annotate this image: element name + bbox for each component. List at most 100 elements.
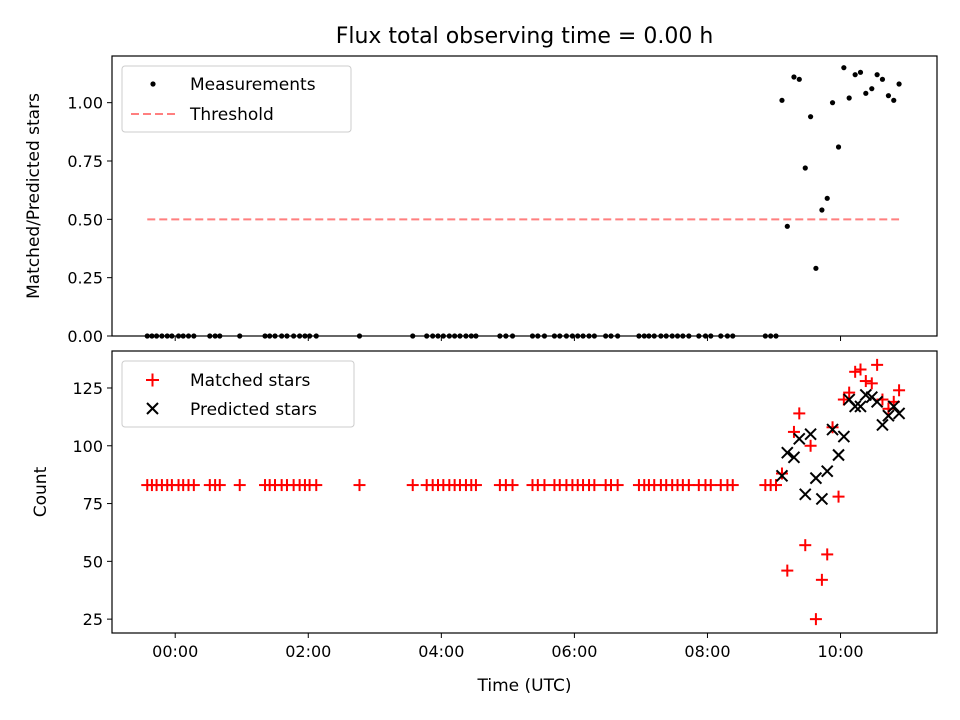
matched-star-point <box>893 384 906 397</box>
measurement-point <box>829 100 836 106</box>
matched-star-point <box>310 479 323 492</box>
legend-matched-marker <box>146 373 159 387</box>
matched-star-point <box>871 358 884 371</box>
measurement-point <box>819 207 825 213</box>
measurement-point <box>846 95 852 101</box>
x-tick-label: 00:00 <box>152 642 198 661</box>
legend-measurements-marker <box>150 81 156 87</box>
top-y-ticks: 0.00 0.25 0.50 0.75 1.00 <box>67 94 842 346</box>
top-chart: 0.00 0.25 0.50 0.75 1.00 Matched/Predicted s… <box>24 55 938 346</box>
matched-star-point <box>804 439 817 452</box>
matched-star-point <box>821 548 834 561</box>
measurement-point <box>807 114 814 120</box>
matched-star-point <box>406 479 419 492</box>
bottom-y-axis-label: Count <box>31 466 51 517</box>
matched-star-point <box>854 363 867 376</box>
top-data-layer <box>144 65 902 339</box>
matched-star-point <box>865 377 878 390</box>
legend-measurements-label: Measurements <box>190 75 316 95</box>
top-y-tick-label: 0.00 <box>67 327 103 346</box>
bottom-legend-box <box>121 360 355 428</box>
matched-star-point <box>213 479 226 492</box>
matched-star-point <box>815 573 828 586</box>
bottom-y-tick-label: 75 <box>83 495 103 514</box>
measurement-point <box>791 74 797 80</box>
x-tick-label: 02:00 <box>285 642 331 661</box>
matched-star-point <box>726 479 739 492</box>
matched-star-point <box>353 479 366 492</box>
predicted-star-point <box>804 428 817 441</box>
top-y-axis-label: Matched/Predicted stars <box>24 93 44 299</box>
matched-star-point <box>799 539 812 552</box>
matched-star-point <box>588 479 601 492</box>
matched-star-point <box>611 479 624 492</box>
measurement-point <box>796 76 802 82</box>
bottom-legend: Matched stars Predicted stars <box>121 360 355 428</box>
matched-star-point <box>506 479 519 492</box>
bottom-y-tick-label: 100 <box>72 437 103 456</box>
predicted-star-point <box>826 423 839 436</box>
legend-predicted-marker <box>146 402 159 415</box>
top-y-tick-label: 1.00 <box>67 94 103 113</box>
measurement-point <box>857 69 864 75</box>
predicted-star-point <box>775 469 789 483</box>
matched-star-point <box>187 479 200 492</box>
measurement-point <box>869 86 875 92</box>
figure-title: Flux total observing time = 0.00 h <box>336 24 714 49</box>
legend-matched-label: Matched stars <box>190 371 310 391</box>
predicted-star-point <box>870 395 884 409</box>
measurement-point <box>879 76 886 82</box>
measurement-point <box>802 165 808 171</box>
measurement-point <box>885 93 892 99</box>
bottom-axes-frame <box>111 350 938 634</box>
measurement-point <box>874 72 880 78</box>
bottom-y-tick-label: 125 <box>72 379 103 398</box>
legend-predicted-label: Predicted stars <box>190 400 317 420</box>
predicted-star-point <box>837 430 851 443</box>
bottom-ticks: 25 50 75 100 125 00:00 02:00 04:00 06:00 08:00 10:… <box>72 379 863 661</box>
matched-star-point <box>233 479 246 492</box>
legend-threshold-label: Threshold <box>189 105 274 125</box>
matched-star-point <box>787 425 800 438</box>
predicted-star-point <box>821 464 834 478</box>
matched-star-point <box>826 421 839 434</box>
predicted-star-point <box>793 432 806 446</box>
matched-star-point <box>809 613 822 626</box>
bottom-data-layer <box>141 358 906 626</box>
top-y-tick-label: 0.25 <box>67 269 103 288</box>
x-axis-label: Time (UTC) <box>477 676 572 696</box>
top-legend-box <box>121 65 352 133</box>
predicted-star-point <box>815 492 829 506</box>
measurement-point <box>813 265 819 271</box>
matched-star-point <box>793 407 806 420</box>
x-tick-label: 04:00 <box>418 642 464 661</box>
bottom-y-tick-label: 50 <box>83 552 103 571</box>
top-y-tick-label: 0.75 <box>67 152 103 171</box>
bottom-chart: 25 50 75 100 125 00:00 02:00 04:00 06:00 08:00 10:… <box>31 350 938 696</box>
predicted-star-point <box>832 448 845 462</box>
x-tick-label: 10:00 <box>817 642 863 661</box>
predicted-star-point <box>854 400 867 413</box>
matched-star-point <box>769 479 782 492</box>
matched-star-point <box>843 386 856 399</box>
predicted-star-point <box>882 409 895 422</box>
measurement-point <box>863 90 869 96</box>
predicted-star-point <box>887 400 900 413</box>
top-axes-frame <box>111 55 938 337</box>
predicted-star-point <box>781 446 794 459</box>
predicted-star-point <box>799 488 812 501</box>
matched-star-point <box>469 479 482 492</box>
predicted-star-point <box>876 418 889 432</box>
matched-star-point <box>775 467 788 480</box>
matched-star-point <box>849 365 862 378</box>
measurement-point <box>852 72 858 78</box>
predicted-star-point <box>848 400 862 413</box>
matched-star-point <box>781 564 794 577</box>
measurement-point <box>841 65 847 71</box>
measurement-point <box>824 195 830 201</box>
x-tick-label: 08:00 <box>684 642 730 661</box>
predicted-star-point <box>809 471 823 485</box>
top-legend: Measurements Threshold <box>121 65 352 133</box>
predicted-star-point <box>892 407 906 420</box>
